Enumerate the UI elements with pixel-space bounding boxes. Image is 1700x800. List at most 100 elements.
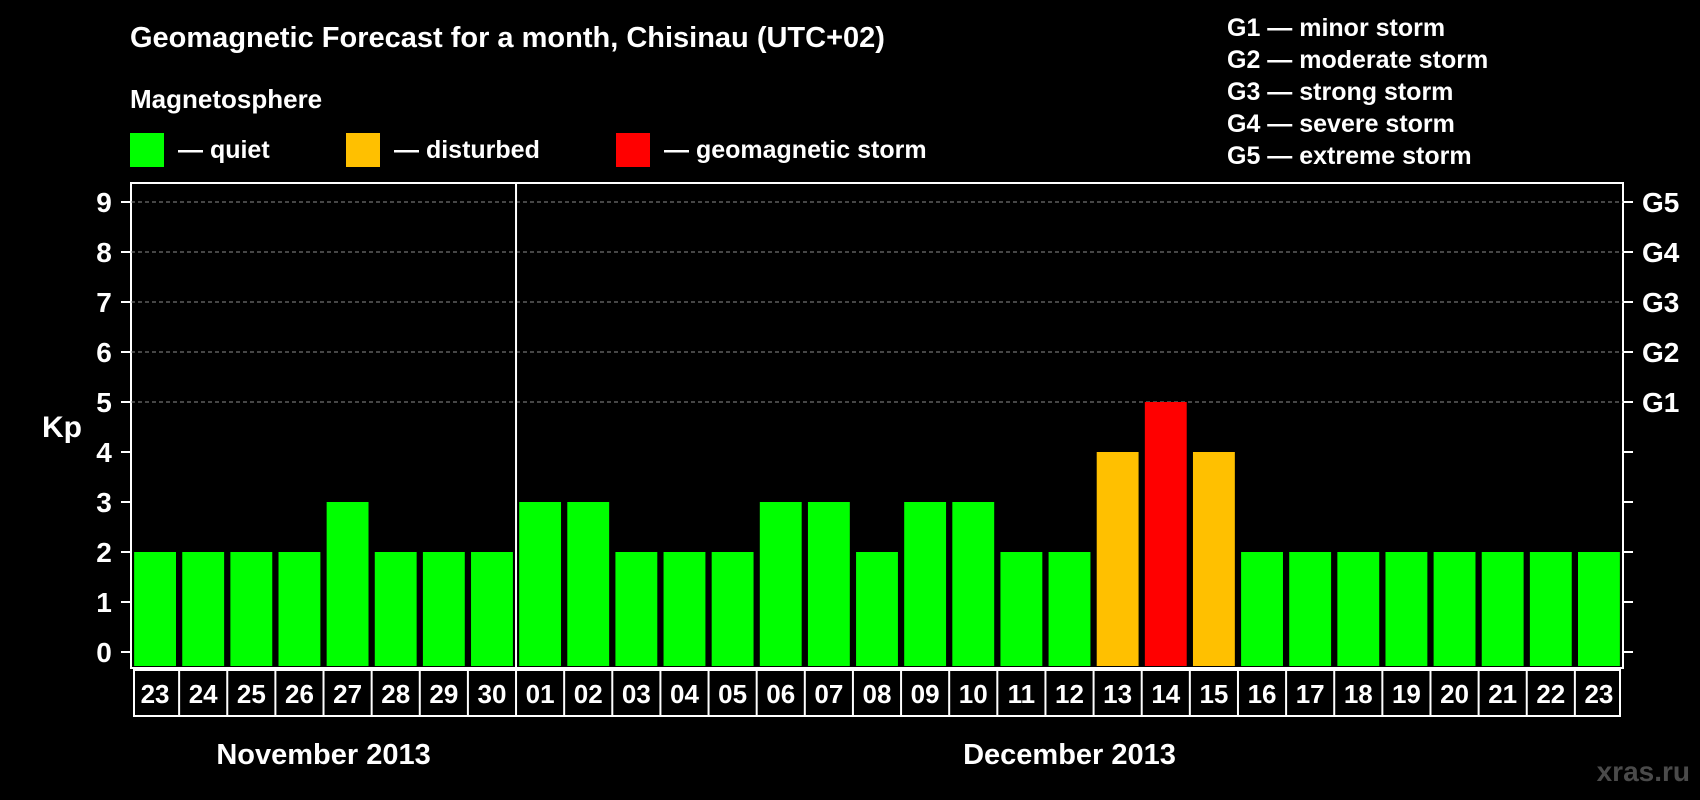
x-tick-label-21: 14: [1151, 679, 1180, 709]
plot-frame: [130, 182, 1624, 669]
x-tick-label-3: 26: [285, 679, 314, 709]
x-tick-label-23: 16: [1248, 679, 1277, 709]
y-tick-label-9: 9: [96, 187, 112, 218]
bar-08-15: [856, 552, 898, 666]
bar-21-28: [1481, 552, 1524, 666]
bar-20-27: [1433, 552, 1476, 666]
bar-14-21: [1144, 402, 1187, 666]
bar-17-24: [1289, 552, 1332, 666]
bar-19-26: [1385, 552, 1428, 666]
y-tick-label-1: 1: [96, 587, 112, 618]
date-row-frame: [133, 669, 1621, 717]
chart-title: Geomagnetic Forecast for a month, Chisin…: [130, 22, 885, 54]
x-tick-label-8: 01: [526, 679, 555, 709]
month-label-0: November 2013: [216, 739, 430, 771]
x-tick-label-9: 02: [574, 679, 603, 709]
y-tick-label-7: 7: [96, 287, 112, 318]
x-tick-label-18: 11: [1008, 679, 1036, 709]
x-tick-label-7: 30: [478, 679, 507, 709]
x-tick-label-5: 28: [381, 679, 410, 709]
legend-item-disturbed: — disturbed: [346, 133, 540, 167]
legend-label-disturbed: — disturbed: [394, 135, 540, 164]
legend-subtitle: Magnetosphere: [130, 84, 323, 114]
x-tick-label-19: 12: [1055, 679, 1084, 709]
legend-swatch-storm: [616, 133, 650, 167]
right-tick-label-g5: G5: [1642, 187, 1679, 218]
legend-item-quiet: — quiet: [130, 133, 270, 167]
x-tick-label-22: 15: [1199, 679, 1228, 709]
g-level-g1: G1 — minor storm: [1227, 14, 1446, 42]
x-tick-label-2: 25: [237, 679, 266, 709]
bar-25-2: [230, 552, 273, 666]
legend-swatch-disturbed: [346, 133, 380, 167]
right-tick-label-g2: G2: [1642, 337, 1679, 368]
y-tick-label-6: 6: [96, 337, 112, 368]
y-tick-label-0: 0: [96, 637, 112, 668]
g-level-legend: G1 — minor storm G2 — moderate storm G3 …: [1227, 12, 1488, 172]
x-tick-label-0: 23: [141, 679, 170, 709]
x-tick-label-16: 09: [911, 679, 940, 709]
bar-09-16: [904, 502, 947, 666]
x-tick-label-4: 27: [333, 679, 362, 709]
bar-18-25: [1337, 552, 1380, 666]
right-tick-label-g4: G4: [1642, 237, 1680, 268]
bar-24-1: [182, 552, 225, 666]
y-tick-label-5: 5: [96, 387, 112, 418]
x-tick-label-13: 06: [766, 679, 795, 709]
g-level-g5: G5 — extreme storm: [1227, 142, 1472, 170]
bar-15-22: [1192, 452, 1235, 666]
x-tick-label-30: 23: [1584, 679, 1613, 709]
month-label-1: December 2013: [963, 739, 1176, 771]
bar-30-7: [471, 552, 513, 666]
g-level-g4: G4 — severe storm: [1227, 110, 1455, 138]
x-tick-label-26: 19: [1392, 679, 1421, 709]
bar-13-20: [1096, 452, 1139, 666]
x-tick-label-6: 29: [429, 679, 458, 709]
bar-04-11: [663, 552, 706, 666]
x-tick-label-12: 05: [718, 679, 747, 709]
bar-23-30: [1577, 552, 1620, 666]
bar-28-5: [374, 552, 417, 666]
bar-01-8: [519, 502, 562, 666]
x-tick-label-20: 13: [1103, 679, 1132, 709]
x-tick-label-24: 17: [1296, 679, 1325, 709]
bar-02-9: [567, 502, 610, 666]
y-tick-label-8: 8: [96, 237, 112, 268]
x-tick-label-15: 08: [863, 679, 892, 709]
watermark: xras.ru: [1596, 756, 1690, 787]
bar-11-18: [1000, 552, 1043, 666]
legend-swatch-quiet: [130, 133, 164, 167]
bar-07-14: [807, 502, 850, 666]
legend-label-quiet: — quiet: [178, 135, 270, 164]
right-tick-label-g3: G3: [1642, 287, 1679, 318]
x-tick-label-25: 18: [1344, 679, 1373, 709]
y-tick-label-2: 2: [96, 537, 112, 568]
y-tick-label-3: 3: [96, 487, 112, 518]
g-level-g2: G2 — moderate storm: [1227, 46, 1489, 74]
bar-23-0: [134, 552, 177, 666]
x-tick-label-29: 22: [1536, 679, 1565, 709]
bar-10-17: [952, 502, 995, 666]
x-tick-label-27: 20: [1440, 679, 1469, 709]
x-tick-label-11: 04: [670, 679, 699, 709]
x-tick-label-1: 24: [189, 679, 218, 709]
x-tick-label-17: 10: [959, 679, 988, 709]
bar-29-6: [422, 552, 465, 666]
y-tick-label-4: 4: [96, 437, 112, 468]
bar-05-12: [711, 552, 754, 666]
x-tick-label-14: 07: [814, 679, 843, 709]
legend-label-storm: — geomagnetic storm: [664, 135, 927, 164]
y-axis-label: Kp: [42, 411, 82, 444]
g-level-g3: G3 — strong storm: [1227, 78, 1454, 106]
bar-06-13: [759, 502, 802, 666]
x-tick-label-10: 03: [622, 679, 651, 709]
legend-item-storm: — geomagnetic storm: [616, 133, 927, 167]
bar-27-4: [326, 502, 369, 666]
bar-22-29: [1529, 552, 1572, 666]
right-tick-label-g1: G1: [1642, 387, 1679, 418]
x-tick-label-28: 21: [1488, 679, 1517, 709]
bar-12-19: [1048, 552, 1091, 666]
bar-16-23: [1241, 552, 1283, 666]
bar-26-3: [278, 552, 321, 666]
